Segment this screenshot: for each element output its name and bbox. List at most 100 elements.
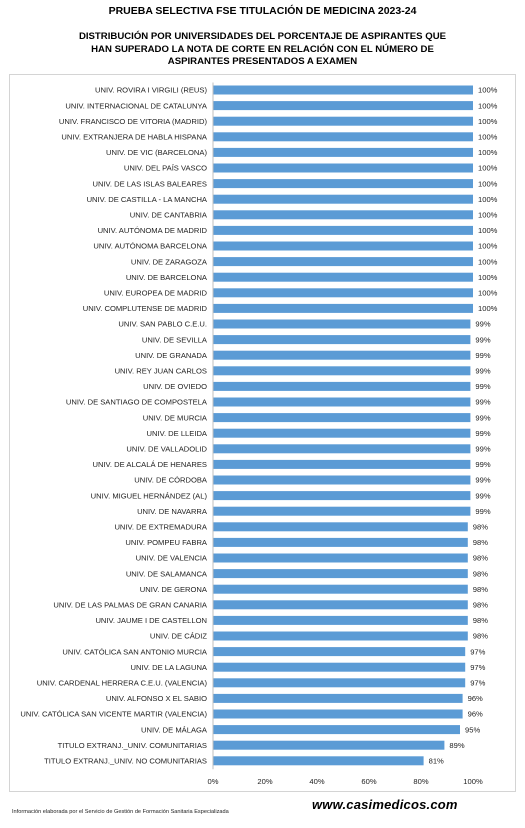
bar bbox=[213, 459, 471, 469]
value-label: 99% bbox=[475, 476, 490, 485]
value-label: 98% bbox=[473, 538, 488, 547]
category-label: UNIV. ROVIRA I VIRGILI (REUS) bbox=[95, 86, 207, 95]
bar bbox=[213, 303, 473, 313]
value-label: 100% bbox=[478, 133, 498, 142]
source-footnote: Información elaborada por el Servicio de… bbox=[12, 809, 229, 815]
x-tick-label: 0% bbox=[208, 777, 219, 786]
category-label: UNIV. DE GRANADA bbox=[135, 351, 208, 360]
bar bbox=[213, 210, 473, 220]
category-label: UNIV. AUTÓNOMA BARCELONA bbox=[93, 242, 208, 251]
bar bbox=[213, 257, 473, 267]
value-label: 100% bbox=[478, 242, 498, 251]
bar bbox=[213, 631, 468, 641]
category-label: UNIV. FRANCISCO DE VITORIA (MADRID) bbox=[59, 117, 208, 126]
bar bbox=[213, 537, 468, 547]
category-label: UNIV. INTERNACIONAL DE CATALUNYA bbox=[65, 101, 208, 110]
value-label: 99% bbox=[475, 320, 490, 329]
value-label: 100% bbox=[478, 273, 498, 282]
category-label: UNIV. EUROPEA DE MADRID bbox=[104, 289, 208, 298]
bar bbox=[213, 225, 473, 235]
category-label: UNIV. DE VALLADOLID bbox=[126, 445, 207, 454]
category-label: UNIV. JAUME I DE CASTELLON bbox=[95, 616, 207, 625]
bar bbox=[213, 397, 471, 407]
bar bbox=[213, 350, 471, 360]
bar bbox=[213, 584, 468, 594]
category-label: UNIV. DE VALENCIA bbox=[136, 554, 208, 563]
bars-layer bbox=[213, 85, 473, 766]
bar bbox=[213, 491, 471, 501]
bar bbox=[213, 678, 466, 688]
value-label: 100% bbox=[478, 211, 498, 220]
category-label: UNIV. DE BARCELONA bbox=[126, 273, 208, 282]
value-label: 99% bbox=[475, 382, 490, 391]
category-label: UNIV. EXTRANJERA DE HABLA HISPANA bbox=[61, 133, 208, 142]
value-label: 100% bbox=[478, 86, 498, 95]
value-label: 99% bbox=[475, 507, 490, 516]
bar bbox=[213, 288, 473, 298]
value-label: 96% bbox=[468, 710, 483, 719]
bar bbox=[213, 444, 471, 454]
category-label: UNIV. COMPLUTENSE DE MADRID bbox=[83, 304, 208, 313]
bar bbox=[213, 272, 473, 282]
bar bbox=[213, 647, 466, 657]
value-label: 99% bbox=[475, 491, 490, 500]
chart-title: PRUEBA SELECTIVA FSE TITULACIÓN DE MEDIC… bbox=[108, 5, 417, 17]
category-label: UNIV. DE SEVILLA bbox=[142, 335, 208, 344]
value-label: 97% bbox=[470, 663, 485, 672]
value-label: 100% bbox=[478, 257, 498, 266]
bar bbox=[213, 522, 468, 532]
bar bbox=[213, 319, 471, 329]
chart-subtitle: DISTRIBUCIÓN POR UNIVERSIDADES DEL PORCE… bbox=[78, 31, 447, 67]
category-label: UNIV. CARDENAL HERRERA C.E.U. (VALENCIA) bbox=[37, 679, 208, 688]
bar bbox=[213, 615, 468, 625]
value-label: 98% bbox=[473, 554, 488, 563]
category-label: UNIV. DE SANTIAGO DE COMPOSTELA bbox=[66, 398, 208, 407]
value-labels: 100% 100% 100% 100% 100% 100% 100% 100% 100% 100%… bbox=[429, 86, 498, 766]
bar bbox=[213, 179, 473, 189]
value-label: 99% bbox=[475, 351, 490, 360]
bar bbox=[213, 381, 471, 391]
value-label: 100% bbox=[478, 164, 498, 173]
bar bbox=[213, 569, 468, 579]
x-tick-label: 40% bbox=[309, 777, 324, 786]
value-label: 100% bbox=[478, 148, 498, 157]
bar bbox=[213, 335, 471, 345]
value-label: 98% bbox=[473, 569, 488, 578]
bar bbox=[213, 147, 473, 157]
bar bbox=[213, 475, 471, 485]
x-tick-label: 60% bbox=[361, 777, 376, 786]
bar bbox=[213, 116, 473, 126]
category-label: UNIV. DE SALAMANCA bbox=[126, 569, 208, 578]
category-label: TITULO EXTRANJ._UNIV. NO COMUNITARIAS bbox=[44, 757, 207, 766]
bar bbox=[213, 693, 463, 703]
value-label: 97% bbox=[470, 679, 485, 688]
category-labels: UNIV. ROVIRA I VIRGILI (REUS) UNIV. INTER… bbox=[20, 86, 208, 766]
category-label: UNIV. DE ZARAGOZA bbox=[131, 257, 208, 266]
value-label: 97% bbox=[470, 647, 485, 656]
bar bbox=[213, 725, 460, 735]
category-label: UNIV. DE MÁLAGA bbox=[141, 725, 208, 734]
category-label: UNIV. DE MURCIA bbox=[143, 413, 208, 422]
category-label: UNIV. DE ALCALÁ DE HENARES bbox=[92, 460, 207, 469]
value-label: 98% bbox=[473, 585, 488, 594]
category-label: UNIV. POMPEU FABRA bbox=[125, 538, 208, 547]
value-label: 89% bbox=[449, 741, 464, 750]
bar bbox=[213, 132, 473, 142]
value-label: 99% bbox=[475, 460, 490, 469]
category-label: UNIV. DE LAS PALMAS DE GRAN CANARIA bbox=[53, 601, 208, 610]
value-label: 99% bbox=[475, 413, 490, 422]
chart-frame bbox=[9, 74, 516, 792]
category-label: UNIV. DE CÁDIZ bbox=[150, 632, 207, 641]
category-label: UNIV. DE LAS ISLAS BALEARES bbox=[92, 179, 207, 188]
bar bbox=[213, 428, 471, 438]
category-label: UNIV. DE OVIEDO bbox=[143, 382, 207, 391]
category-label: UNIV. DE CÓRDOBA bbox=[134, 476, 208, 485]
x-tick-label: 20% bbox=[257, 777, 272, 786]
value-label: 100% bbox=[478, 117, 498, 126]
category-label: UNIV. DE GERONA bbox=[140, 585, 208, 594]
category-label: TITULO EXTRANJ._UNIV. COMUNITARIAS bbox=[58, 741, 207, 750]
bar bbox=[213, 163, 473, 173]
value-label: 98% bbox=[473, 601, 488, 610]
value-label: 100% bbox=[478, 101, 498, 110]
bar bbox=[213, 241, 473, 251]
